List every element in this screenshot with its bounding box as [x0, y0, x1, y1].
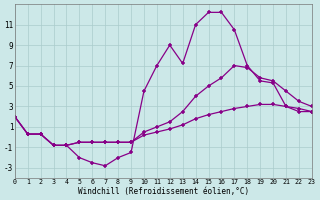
X-axis label: Windchill (Refroidissement éolien,°C): Windchill (Refroidissement éolien,°C): [78, 187, 249, 196]
